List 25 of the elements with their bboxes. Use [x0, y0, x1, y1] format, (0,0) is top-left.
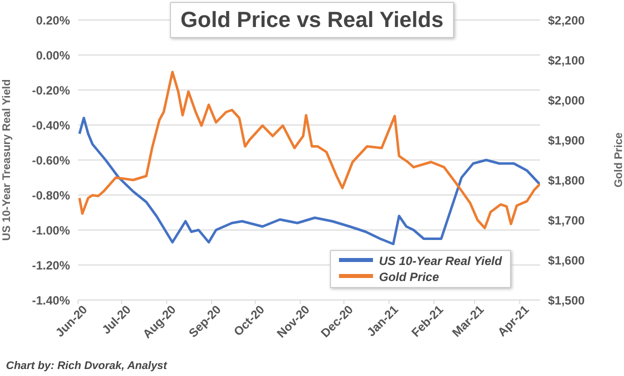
y-tick-label: -0.80%	[32, 188, 70, 202]
y2-tick-label: $2,100	[548, 53, 586, 68]
y-tick-label: 0.00%	[36, 48, 70, 62]
y-axis-title: US 10-Year Treasury Real Yield	[0, 79, 13, 241]
line-series	[78, 116, 540, 246]
line-series	[78, 70, 540, 230]
y2-tick-label: $2,200	[548, 13, 586, 28]
legend-label: Gold Price	[379, 270, 440, 284]
y-tick-label: -0.60%	[32, 153, 70, 168]
y-tick-label: -1.20%	[32, 258, 70, 272]
y2-tick-label: $1,800	[548, 173, 586, 188]
y-tick-label: 0.20%	[36, 13, 70, 28]
y-tick-label: -1.00%	[32, 223, 70, 238]
chart-title: Gold Price vs Real Yields	[170, 2, 454, 38]
y2-axis-title: Gold Price	[612, 132, 624, 188]
y-tick-label: -0.20%	[32, 83, 70, 98]
y2-tick-label: $1,500	[548, 293, 586, 308]
text: Chart by: Rich Dvorak, Analyst	[6, 360, 167, 372]
y-tick-label: -1.40%	[32, 293, 70, 308]
y-tick-label: -0.40%	[32, 118, 70, 132]
y2-tick-label: $1,900	[548, 133, 586, 148]
y2-tick-label: $1,600	[548, 253, 586, 268]
legend-label: US 10-Year Real Yield	[379, 254, 502, 268]
y2-tick-label: $1,700	[548, 213, 586, 228]
y2-tick-label: $2,000	[548, 93, 586, 108]
